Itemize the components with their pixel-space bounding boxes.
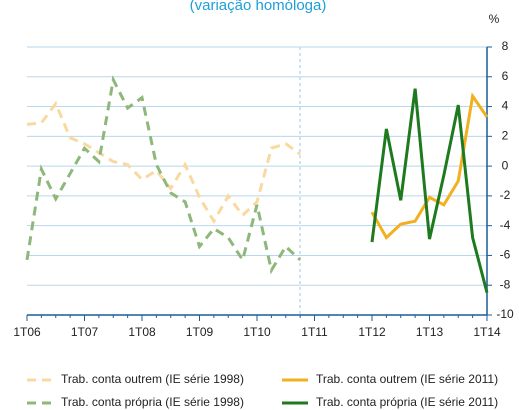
- y-tick-label: -2: [500, 188, 511, 202]
- legend-label: Trab. conta própria (IE série 1998): [61, 395, 244, 409]
- x-tick-label: 1T07: [71, 325, 99, 339]
- x-tick-label: 1T10: [243, 325, 271, 339]
- y-tick-label: 4: [502, 99, 509, 113]
- y-tick-label: -4: [500, 218, 511, 232]
- series-line: [25, 75, 302, 275]
- legend-label: Trab. conta outrem (IE série 2011): [316, 372, 498, 386]
- x-tick-label: 1T13: [416, 325, 444, 339]
- x-tick-label: 1T09: [186, 325, 214, 339]
- x-tick-label: 1T08: [128, 325, 156, 339]
- y-tick-label: 0: [502, 158, 509, 172]
- x-tick-label: 1T11: [301, 325, 328, 339]
- x-tick-label: 1T12: [358, 325, 386, 339]
- y-tick-label: -10: [496, 307, 514, 321]
- y-unit: %: [489, 12, 500, 26]
- chart-subtitle: (variação homóloga): [190, 0, 327, 14]
- y-tick-label: -6: [500, 248, 511, 262]
- series-line: [370, 88, 489, 294]
- y-tick-label: 6: [502, 69, 509, 83]
- y-tick-label: -8: [500, 277, 511, 291]
- series-line: [370, 92, 489, 240]
- y-tick-label: 8: [502, 39, 509, 53]
- legend-label: Trab. conta outrem (IE série 1998): [61, 372, 244, 386]
- y-tick-label: 2: [502, 129, 509, 143]
- series-line: [26, 100, 302, 225]
- legend-label: Trab. conta própria (IE série 2011): [316, 395, 498, 409]
- x-tick-label: 1T14: [473, 325, 501, 339]
- x-tick-label: 1T06: [13, 325, 41, 339]
